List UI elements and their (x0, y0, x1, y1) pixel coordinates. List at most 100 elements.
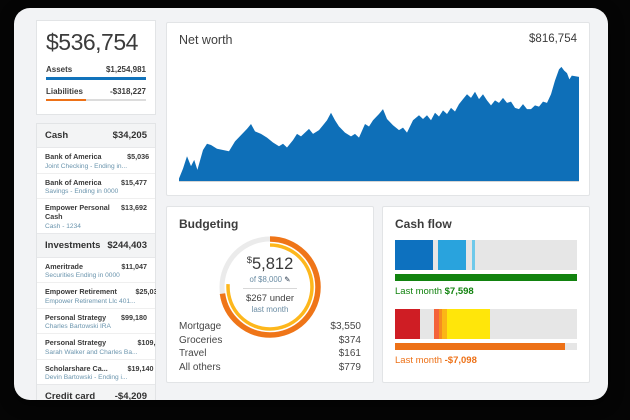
section-header-investments[interactable]: Investments $244,403 (37, 232, 155, 258)
account-name: Scholarshare Ca... (45, 363, 108, 373)
account-row-boa-checking[interactable]: Bank of America Joint Checking - Ending … (37, 148, 155, 174)
account-name: Bank of America (45, 152, 102, 161)
account-name: Ameritrade (45, 261, 83, 271)
account-detail: Securities Ending in 0000 (45, 272, 120, 279)
account-row-empower-cash[interactable]: Empower Personal Cash Cash - 1234 $13,69… (37, 199, 155, 233)
donut-last-month-arc (226, 243, 314, 331)
assets-row: Assets $1,254,981 (46, 65, 146, 74)
account-row-boa-savings[interactable]: Bank of America Savings - Ending in 0000… (37, 174, 155, 199)
budget-spent-number: 5,812 (252, 255, 294, 273)
section-credit-card: Credit card -$4,209 American Express Blu… (37, 384, 155, 400)
account-value: $25,036 (135, 287, 156, 296)
section-header-credit-card[interactable]: Credit card -$4,209 (37, 384, 155, 400)
account-row-ameritrade[interactable]: Ameritrade Securities Ending in 0000 $11… (37, 258, 155, 283)
account-detail: Savings - Ending in 0000 (45, 188, 119, 195)
budget-divider (243, 288, 297, 289)
account-name: Empower Retirement (45, 287, 117, 296)
budget-row-groceries[interactable]: Groceries $374 (179, 334, 361, 348)
bar-segment (472, 240, 475, 270)
spending-last-month-bar-track (395, 343, 577, 350)
net-worth-area-chart (179, 66, 579, 181)
account-detail: Cash - 1234 (45, 222, 81, 230)
section-total: $34,205 (112, 130, 147, 141)
budget-of: of $8,000 ✎ (216, 275, 324, 284)
account-detail: Joint Checking - Ending in... (45, 162, 128, 170)
spending-last-month-bar (395, 343, 566, 350)
income-last-month-label: Last month $7,598 (395, 286, 577, 297)
account-detail: Devin Bartowski - Ending i... (45, 374, 128, 381)
section-label: Credit card (45, 391, 96, 400)
account-name: Personal Strategy (45, 338, 107, 347)
category-label: Travel (179, 348, 207, 359)
dashboard-card: $536,754 Assets $1,254,981 Liabilities -… (14, 8, 608, 400)
section-header-cash[interactable]: Cash $34,205 (37, 124, 155, 148)
edit-budget-icon[interactable]: ✎ (284, 275, 291, 284)
account-row-scholarshare[interactable]: Scholarshare Ca... Devin Bartowski - End… (37, 360, 155, 385)
bar-segment (442, 309, 447, 339)
account-detail: Charles Bartowski IRA (45, 323, 111, 330)
account-value: $19,140 (127, 363, 154, 373)
account-name: Empower Personal Cash (45, 203, 110, 221)
bar-segment (446, 309, 490, 339)
account-name: Personal Strategy (45, 312, 107, 322)
last-month-value: -$7,098 (444, 355, 477, 366)
section-investments: Investments $244,403 Ameritrade Securiti… (37, 232, 156, 385)
liabilities-label: Liabilities (46, 86, 83, 96)
budget-row-mortgage[interactable]: Mortgage $3,550 (179, 320, 361, 334)
net-worth-summary: $536,754 Assets $1,254,981 Liabilities -… (36, 20, 156, 115)
category-value: $779 (338, 361, 361, 373)
bar-segment (437, 240, 466, 270)
last-month-value: $7,598 (444, 286, 474, 297)
donut-spent-arc (219, 236, 321, 338)
account-value: $99,180 (121, 312, 147, 322)
income-last-month-bar (395, 274, 577, 281)
budget-center: $5,812 of $8,000 ✎ $267 under last month (216, 255, 324, 314)
account-row-personal-strategy-joint[interactable]: Personal Strategy Sarah Walker and Charl… (37, 334, 156, 360)
section-cash: Cash $34,205 Bank of America Joint Check… (37, 124, 155, 233)
account-value: $11,047 (121, 261, 147, 271)
budget-donut-chart (219, 236, 321, 338)
budget-row-all-others[interactable]: All others $779 (179, 361, 361, 375)
budget-of-label: of $8,000 (249, 275, 283, 284)
bar-segment (395, 309, 420, 339)
income-bar[interactable] (395, 240, 577, 270)
category-label: All others (179, 361, 221, 373)
last-month-text: Last month (395, 355, 442, 366)
account-value: $15,477 (121, 177, 147, 187)
total-net-worth: $536,754 (46, 29, 138, 55)
budget-currency: $ (246, 255, 252, 266)
assets-label: Assets (46, 65, 73, 74)
spending-last-month-label: Last month -$7,098 (395, 355, 577, 366)
budget-category-list: Mortgage $3,550 Groceries $374 Travel $1… (179, 320, 361, 374)
budget-under-sub: last month (251, 305, 289, 314)
net-worth-value: $816,754 (529, 33, 577, 45)
budgeting-title: Budgeting (179, 217, 239, 231)
budget-spent: $5,812 (216, 255, 324, 274)
budget-row-travel[interactable]: Travel $161 (179, 347, 361, 361)
spending-bar[interactable] (395, 309, 577, 339)
account-detail: Empower Retirement Llc 401... (45, 297, 136, 305)
cash-flow-title: Cash flow (395, 217, 452, 231)
last-month-text: Last month (395, 286, 442, 297)
net-worth-title: Net worth (179, 33, 233, 47)
liabilities-row: Liabilities -$318,227 (46, 87, 146, 96)
section-total: -$4,209 (114, 391, 147, 400)
category-value: $374 (338, 334, 361, 346)
cash-flow-body: Last month $7,598 Last month -$7,098 (383, 240, 589, 366)
assets-bar-track (46, 77, 146, 80)
account-row-empower-retirement[interactable]: Empower Retirement Empower Retirement Ll… (37, 283, 156, 309)
liabilities-bar (46, 98, 86, 101)
account-detail: Sarah Walker and Charles Ba... (45, 348, 138, 356)
bar-segment (395, 240, 434, 270)
income-last-month-bar-track (395, 274, 577, 281)
account-value: $5,036 (127, 152, 150, 161)
section-label: Cash (45, 130, 69, 141)
budget-donut: $5,812 of $8,000 ✎ $267 under last month (216, 233, 324, 346)
section-label: Investments (45, 239, 101, 251)
cash-flow-panel: Cash flow Last month $7,598 Last month -… (382, 206, 590, 383)
account-name: Bank of America (45, 177, 102, 187)
accounts-sidebar: $536,754 Assets $1,254,981 Liabilities -… (36, 20, 156, 400)
account-row-personal-strategy-ira[interactable]: Personal Strategy Charles Bartowski IRA … (37, 309, 155, 334)
account-value: $109,140 (137, 338, 156, 347)
account-value: $13,692 (121, 203, 147, 212)
